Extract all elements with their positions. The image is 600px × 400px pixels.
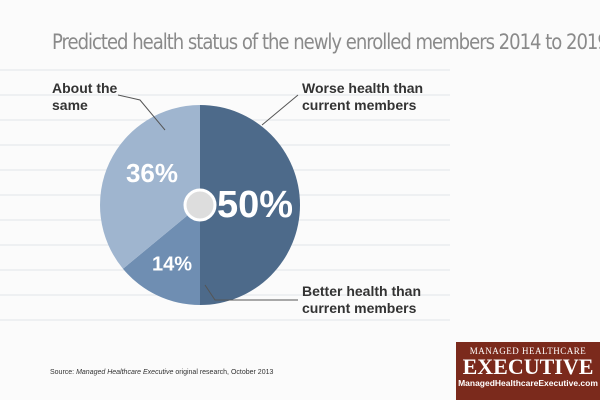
logo: Managed Healthcare Executive ManagedHeal… — [456, 342, 600, 400]
value-label: 50% — [217, 184, 293, 226]
logo-url: ManagedHealthcareExecutive.com — [458, 378, 598, 388]
logo-main: Executive — [462, 354, 594, 379]
pie-slice — [122, 205, 200, 305]
value-label: 14% — [152, 253, 192, 275]
leader-line — [117, 94, 166, 131]
leader-line — [261, 94, 299, 126]
chart-title: Predicted health status of the newly enr… — [52, 30, 600, 54]
source-prefix: Source: — [50, 369, 75, 376]
source: Source: Managed Healthcare Executive ori… — [50, 369, 273, 376]
category-label: About the same — [52, 80, 118, 113]
source-publication: Managed Healthcare Executive — [76, 369, 174, 376]
value-label: 36% — [126, 158, 178, 188]
category-label: Better health than current members — [302, 283, 422, 316]
center-dot — [183, 188, 217, 222]
logo-top: Managed Healthcare — [469, 346, 587, 356]
source-rest: original research, October 2013 — [175, 369, 274, 376]
category-label: Worse health than current members — [302, 80, 424, 113]
pie-slice — [200, 105, 300, 305]
pie-slice — [99, 105, 200, 269]
leader-line — [204, 284, 298, 301]
